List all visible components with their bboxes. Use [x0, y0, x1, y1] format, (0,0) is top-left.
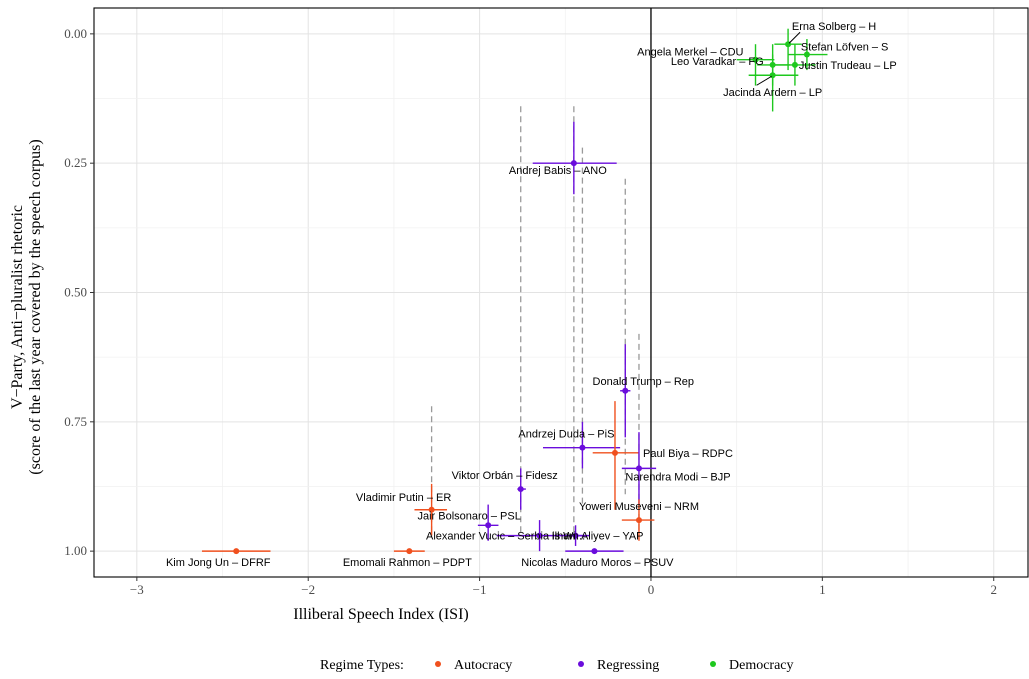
data-point	[635, 517, 642, 524]
point-labels: Erna Solberg – H Stefan Löfven – S Angela …	[166, 21, 897, 569]
data-point	[803, 51, 810, 58]
data-point	[579, 444, 586, 451]
legend-entry: Democracy	[729, 658, 794, 673]
data-point	[572, 532, 579, 539]
data-points	[233, 41, 810, 555]
point-label: Viktor Orbán – Fidesz	[452, 470, 558, 482]
data-point	[485, 522, 492, 529]
label-leader-line	[756, 75, 772, 86]
point-label: Donald Trump – Rep	[593, 376, 695, 388]
data-point	[536, 532, 543, 539]
legend-swatch	[710, 661, 716, 667]
y-tick-label: 0.00	[64, 26, 87, 41]
y-tick-label: 1.00	[64, 543, 87, 558]
data-point	[591, 548, 598, 555]
point-label: Kim Jong Un – DFRF	[166, 557, 271, 569]
legend-entry: Regressing	[597, 658, 659, 673]
y-tick-label: 0.50	[64, 285, 87, 300]
point-label: Erna Solberg – H	[792, 21, 876, 33]
x-tick-label: 1	[819, 582, 826, 597]
legend: Regime Types: Autocracy Regressing Democrac…	[320, 658, 794, 673]
point-label: Stefan Löfven – S	[801, 42, 888, 54]
data-point	[570, 160, 577, 167]
data-point	[791, 61, 798, 68]
y-axis-subtitle: (score of the last year covered by the s…	[27, 139, 44, 474]
x-tick-label: −2	[301, 582, 315, 597]
legend-swatch	[435, 661, 441, 667]
point-label: Paul Biya – RDPC	[643, 448, 733, 460]
point-label: Jacinda Ardern – LP	[723, 87, 822, 99]
legend-swatch	[578, 661, 584, 667]
point-label: Leo Varadkar – FG	[671, 56, 764, 68]
point-label: Nicolas Maduro Moros – PSUV	[521, 557, 674, 569]
x-axis-title: Illiberal Speech Index (ISI)	[293, 606, 468, 623]
x-tick-label: −1	[473, 582, 487, 597]
data-point	[517, 486, 524, 493]
point-label: Andrzej Duda – PiS	[518, 429, 614, 441]
point-label: Vladimir Putin – ER	[356, 492, 451, 504]
data-point	[611, 449, 618, 456]
point-label: Narendra Modi – BJP	[625, 471, 730, 483]
data-point	[233, 548, 240, 555]
point-label: Ilham Aliyev – YAP	[552, 531, 644, 543]
data-point	[769, 61, 776, 68]
point-label: Justin Trudeau – LP	[799, 60, 897, 72]
point-label: Yoweri Museveni – NRM	[579, 501, 699, 513]
point-label: Emomali Rahmon – PDPT	[343, 557, 472, 569]
y-tick-label: 0.25	[64, 155, 87, 170]
data-point	[752, 56, 759, 63]
y-axis-title: V−Party, Anti−pluralist rhetoric	[9, 205, 26, 409]
label-leader-line	[788, 31, 801, 44]
legend-entry: Autocracy	[454, 658, 512, 673]
y-axis: 0.00 0.25 0.50 0.75 1.00	[64, 26, 94, 558]
data-point	[635, 465, 642, 472]
x-tick-label: 2	[990, 582, 997, 597]
x-axis: −3 −2 −1 0 1 2	[130, 577, 997, 597]
data-point	[622, 387, 629, 394]
point-label: Andrej Babis – ANO	[509, 165, 607, 177]
x-tick-label: −3	[130, 582, 144, 597]
grid	[94, 8, 1028, 577]
y-tick-label: 0.75	[64, 414, 87, 429]
data-point	[428, 506, 435, 513]
point-label: Alexander Vucic – Serbia is Wi...	[426, 531, 585, 543]
data-point	[406, 548, 413, 555]
legend-title: Regime Types:	[320, 658, 404, 673]
x-tick-label: 0	[648, 582, 655, 597]
point-label: Jair Bolsonaro – PSL	[417, 510, 520, 522]
point-label: Angela Merkel – CDU	[637, 47, 743, 59]
